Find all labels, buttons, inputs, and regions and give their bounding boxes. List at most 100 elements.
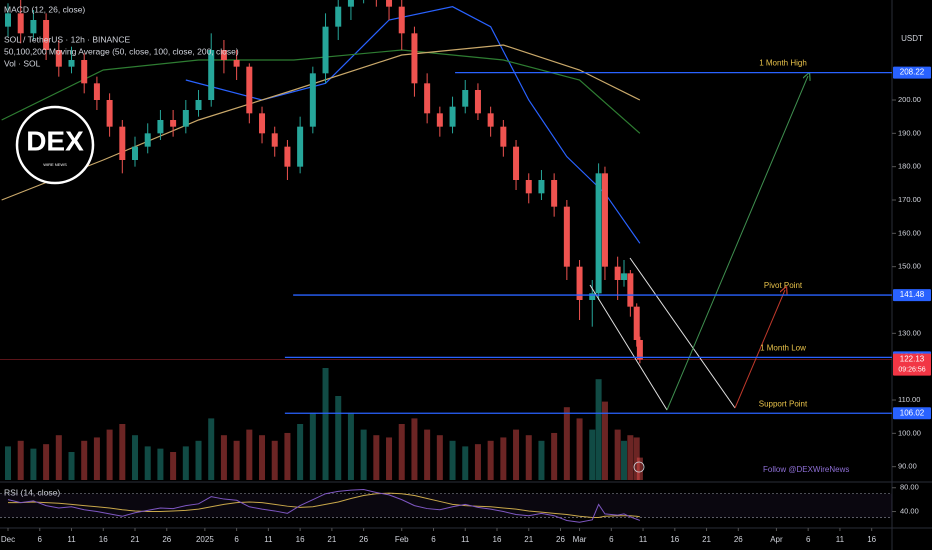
volume-bar xyxy=(93,437,100,480)
price-badge-label: 141.48 xyxy=(900,290,925,299)
x-tick-label: 16 xyxy=(99,535,108,544)
candle-body xyxy=(551,180,558,207)
candle-body xyxy=(500,126,507,147)
volume-bar xyxy=(5,446,12,480)
candle-body xyxy=(93,83,100,100)
volume-bar xyxy=(411,418,418,480)
candle-body xyxy=(284,146,291,167)
candle-body xyxy=(246,66,253,114)
x-tick-label: 6 xyxy=(609,535,614,544)
x-tick-label: 26 xyxy=(359,535,368,544)
volume-bar xyxy=(614,429,621,480)
x-tick-label: 21 xyxy=(702,535,711,544)
follow-note: Follow @DEXWireNews xyxy=(763,465,849,474)
candle-body xyxy=(170,120,177,127)
candle-body xyxy=(398,6,405,34)
alert-icon[interactable] xyxy=(633,461,645,473)
volume-bar xyxy=(601,401,608,480)
indicator-label: MACD (12, 26, close) xyxy=(4,4,85,14)
x-tick-label: 11 xyxy=(836,535,845,544)
volume-bar xyxy=(462,446,469,480)
volume-bar xyxy=(170,452,177,480)
volume-bar xyxy=(246,429,253,480)
x-tick-label: 26 xyxy=(556,535,565,544)
volume-bar xyxy=(563,407,570,480)
logo-sub: WIRE NEWS xyxy=(43,162,67,167)
candle-body xyxy=(55,50,62,67)
x-tick-label: 21 xyxy=(524,535,533,544)
y-tick-label: 190.00 xyxy=(898,128,921,137)
rsi-pane xyxy=(0,489,892,523)
candle-body xyxy=(449,106,456,127)
candle-body xyxy=(144,133,151,147)
volume-bar xyxy=(259,435,266,480)
logo-ring xyxy=(15,105,95,185)
volume-bar xyxy=(144,446,151,480)
rsi-band xyxy=(0,493,892,518)
volume-bar xyxy=(284,432,291,480)
volume-bar xyxy=(513,429,520,480)
candle-body xyxy=(17,13,24,34)
x-tick-label: 6 xyxy=(234,535,239,544)
candle-body xyxy=(106,100,113,127)
volume-bar xyxy=(595,379,602,480)
currency: USDT xyxy=(901,34,923,43)
x-tick-label: 6 xyxy=(38,535,43,544)
candle-body xyxy=(474,90,481,114)
x-tick-label: 2025 xyxy=(196,535,214,544)
candle-body xyxy=(335,6,342,27)
rsi-tick-label: 40.00 xyxy=(900,507,919,516)
level-label: Pivot Point xyxy=(764,281,803,290)
volume-bar xyxy=(386,437,393,480)
volume-bar xyxy=(538,440,545,480)
volume-bar xyxy=(233,440,240,480)
x-tick-label: Feb xyxy=(395,535,409,544)
candle-body xyxy=(411,33,418,84)
candle-body xyxy=(195,100,202,110)
volume-bar xyxy=(589,429,596,480)
volume-bar xyxy=(636,457,643,480)
level-label: 1 Month Low xyxy=(760,343,806,352)
price-pane xyxy=(0,0,892,480)
y-tick-label: 160.00 xyxy=(898,228,921,237)
volume-bar xyxy=(68,452,75,480)
x-tick-label: 16 xyxy=(670,535,679,544)
volume-bar xyxy=(208,418,215,480)
last-price-label: 122.13 xyxy=(900,355,925,364)
volume-bar xyxy=(271,440,278,480)
x-tick-label: 26 xyxy=(734,535,743,544)
candle-body xyxy=(589,293,596,300)
volume-bar xyxy=(106,429,113,480)
bear-arrow xyxy=(734,290,785,409)
y-tick-label: 90.00 xyxy=(898,462,917,471)
candle-body xyxy=(81,60,88,84)
volume-bar xyxy=(398,424,405,480)
candle-body xyxy=(436,113,443,127)
candle-body xyxy=(208,50,215,100)
x-tick-label: 16 xyxy=(296,535,305,544)
volume-bar xyxy=(195,440,202,480)
volume-bar xyxy=(335,396,342,480)
volume-bar xyxy=(449,440,456,480)
y-tick-label: 130.00 xyxy=(898,328,921,337)
price-badge xyxy=(893,66,931,79)
x-tick-label: 21 xyxy=(327,535,336,544)
candle-body xyxy=(68,60,75,67)
price-badge-label: 106.02 xyxy=(900,408,925,417)
candle-body xyxy=(271,133,278,147)
x-tick-label: 11 xyxy=(67,535,76,544)
candle-body xyxy=(627,273,634,307)
volume-bar xyxy=(373,435,380,480)
volume-bar xyxy=(621,440,628,480)
candle-body xyxy=(43,20,50,50)
candle-body xyxy=(538,180,545,194)
level-label: Support Point xyxy=(759,399,808,408)
channel-line xyxy=(589,284,668,411)
volume-bar xyxy=(157,448,164,480)
rsi-title: RSI (14, close) xyxy=(4,487,60,497)
price-badge xyxy=(893,289,931,302)
candle-body xyxy=(182,110,189,127)
